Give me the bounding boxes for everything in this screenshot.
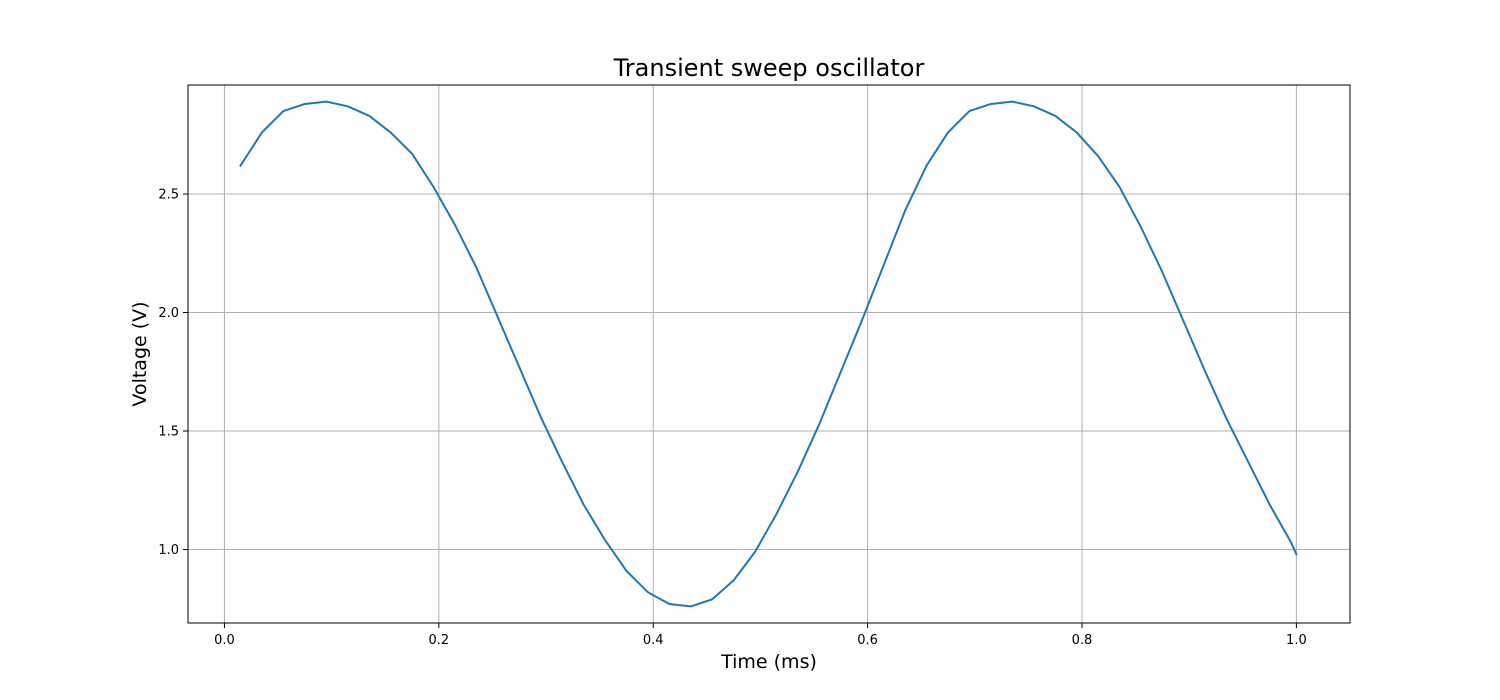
- series-layer: [239, 100, 1298, 608]
- plot-area-background: [188, 85, 1350, 623]
- x-tick-label: 0.6: [857, 633, 878, 648]
- x-tick-label: 1.0: [1286, 633, 1307, 648]
- x-axis-label: Time (ms): [720, 651, 817, 673]
- y-tick-label: 1.5: [158, 425, 179, 440]
- y-tick-label: 1.0: [158, 543, 179, 558]
- plot-area-frame: [187, 84, 1351, 624]
- y-tick-label: 2.0: [158, 306, 179, 321]
- y-axis-ticks: 1.0 1.5 2.0 2.5: [158, 188, 188, 558]
- chart-title: Transient sweep oscillator: [613, 54, 925, 82]
- y-axis-label: Voltage (V): [129, 301, 151, 406]
- x-tick-label: 0.2: [428, 633, 449, 648]
- x-tick-label: 0.0: [214, 633, 235, 648]
- y-tick-label: 2.5: [158, 188, 179, 203]
- x-tick-label: 0.8: [1072, 633, 1093, 648]
- series-line: [239, 100, 1298, 608]
- x-axis-ticks: 0.0 0.2 0.4 0.6 0.8 1.0: [214, 623, 1307, 648]
- grid-lines: [188, 85, 1350, 623]
- x-tick-label: 0.4: [643, 633, 664, 648]
